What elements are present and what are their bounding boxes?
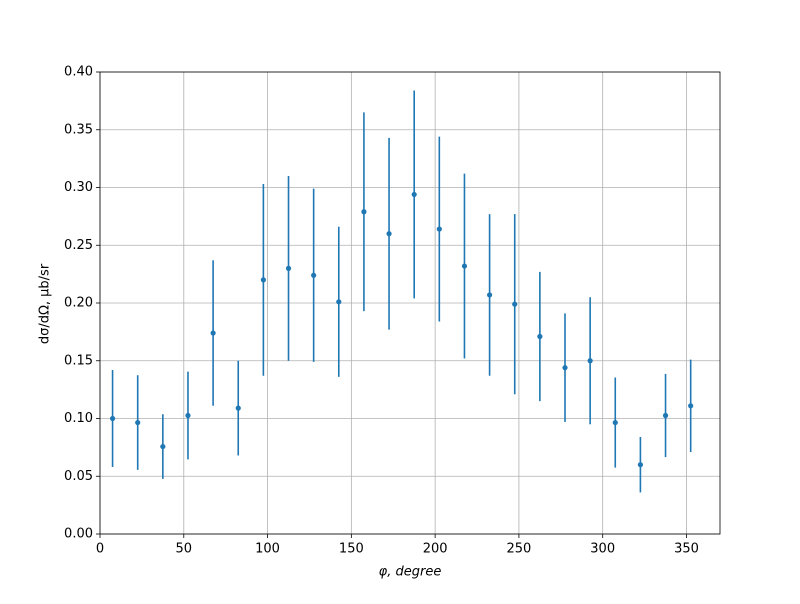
y-tick-label: 0.00 [64,527,93,542]
data-point [361,209,367,215]
y-tick-label: 0.30 [64,180,93,195]
y-axis-label: dσ/dΩ, μb/sr [38,263,53,344]
y-tick-label: 0.35 [64,122,93,137]
data-point [662,412,669,419]
data-point [486,292,493,298]
data-point [562,365,568,371]
data-point [461,263,468,269]
data-point [336,299,342,305]
data-point [587,358,593,364]
x-tick-label: 300 [590,542,615,557]
x-tick-label: 350 [674,542,699,557]
x-tick-label: 250 [507,542,532,557]
x-tick-label: 100 [255,542,280,557]
y-tick-label: 0.40 [64,65,93,80]
data-point [135,419,141,426]
data-point [436,226,442,232]
data-point [612,419,618,426]
data-point [688,403,694,409]
x-tick-label: 200 [423,542,448,557]
data-point [260,277,266,283]
y-tick-label: 0.25 [64,238,93,253]
data-point [285,265,292,271]
data-point [411,191,417,198]
data-point [185,412,191,419]
y-tick-label: 0.10 [64,411,93,426]
x-axis-label: φ, degree [379,565,442,580]
y-tick-label: 0.05 [64,469,93,484]
plot-frame [99,71,721,535]
data-point [109,415,116,422]
x-tick-label: 150 [339,542,364,557]
x-tick-label: 50 [176,542,193,557]
y-tick-label: 0.20 [64,296,93,311]
data-point [512,301,518,307]
data-point [386,231,392,237]
data-point [311,272,317,278]
data-point [210,330,216,336]
data-point [537,333,543,340]
data-point [235,405,241,411]
data-point [160,443,166,450]
x-tick-label: 0 [96,542,104,557]
y-tick-label: 0.15 [64,353,93,368]
data-point [637,462,644,468]
